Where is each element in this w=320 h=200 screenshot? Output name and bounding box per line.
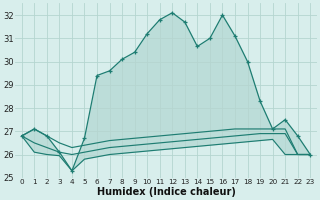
X-axis label: Humidex (Indice chaleur): Humidex (Indice chaleur) (97, 187, 236, 197)
